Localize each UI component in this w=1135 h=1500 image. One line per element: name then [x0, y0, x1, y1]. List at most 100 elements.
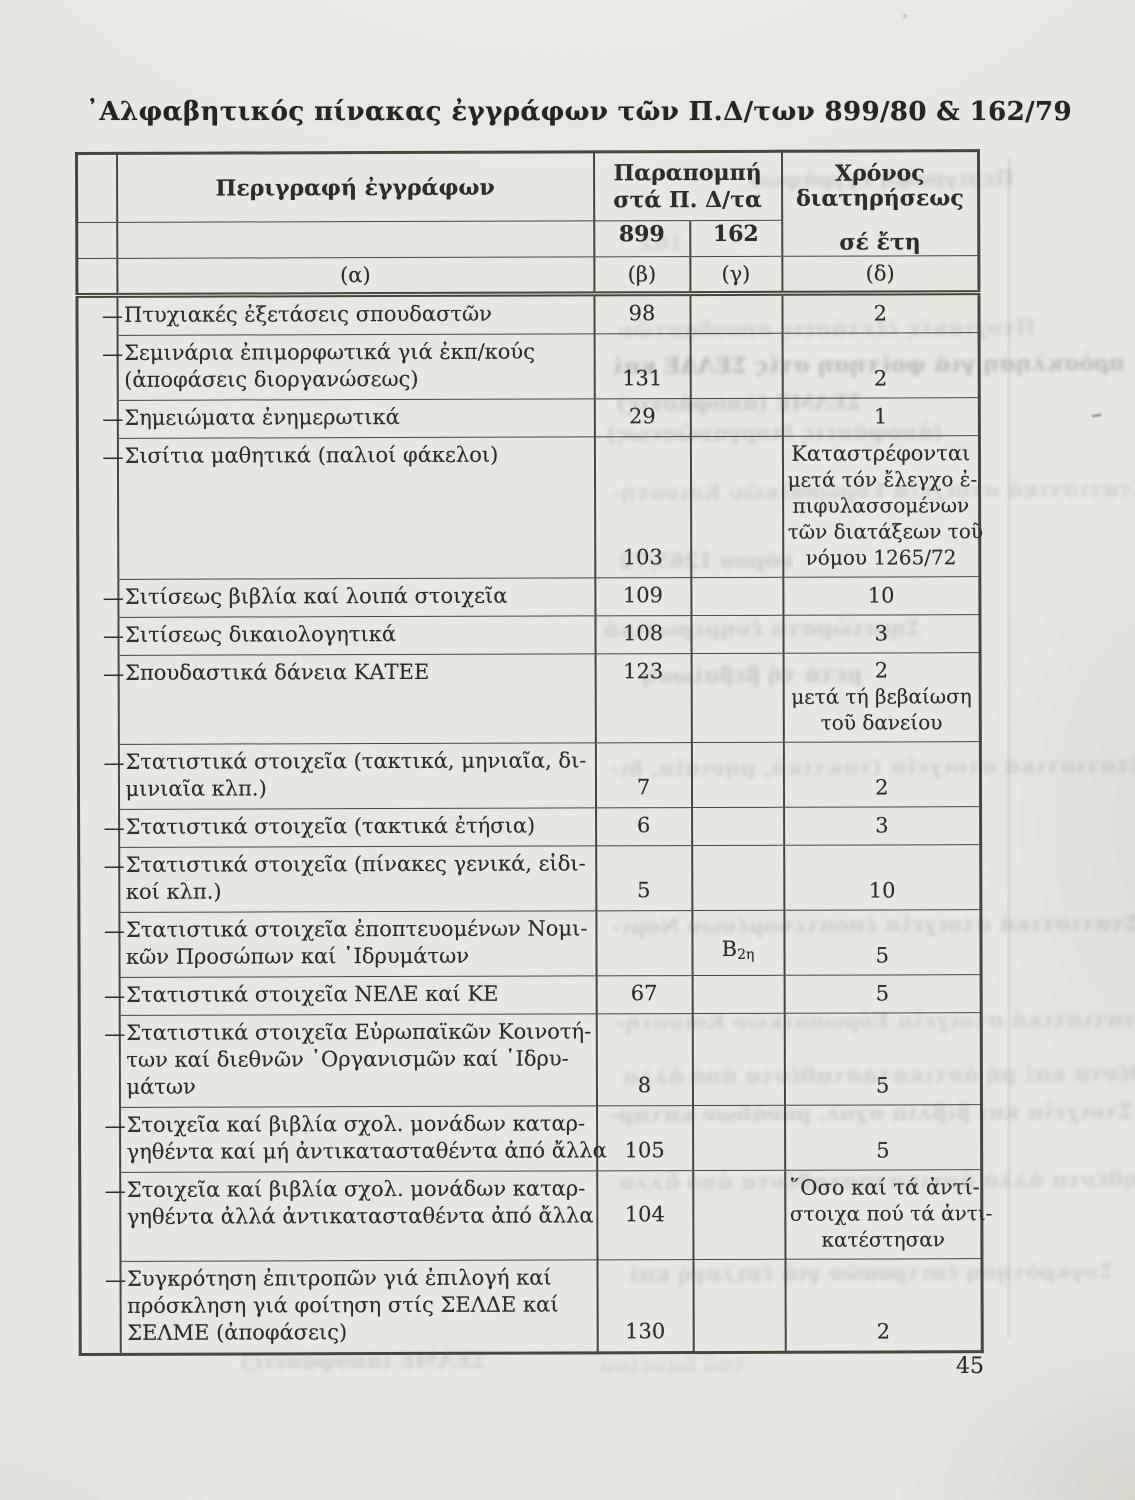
description-line: μινιαῖα κλπ.)	[125, 776, 267, 801]
row-dash-cell: —	[79, 1107, 126, 1173]
description-cell: Στατιστικά στοιχεῖα Εὐρωπαϊκῶν Κοινοτή-τ…	[119, 1013, 597, 1108]
ref-162-subscript: 2η	[737, 946, 755, 963]
description-line: Σημειώματα ἐνημερωτικά	[124, 404, 400, 430]
description-line: Πτυχιακές ἐξετάσεις σπουδαστῶν	[123, 301, 492, 327]
table-row: — Σισίτια μαθητικά (παλιοί φάκελοι) 103 Κατ…	[77, 435, 984, 580]
header-letter-a: (α)	[116, 256, 594, 296]
table-row: — Σημειώματα ἐνημερωτικά 29 1	[77, 397, 980, 439]
retention-cell: 5	[783, 909, 982, 976]
ref-162-cell	[689, 293, 783, 334]
table-row: — Στοιχεῖα καί βιβλία σχολ. μονάδων καταρ…	[79, 1104, 982, 1173]
row-dash-cell: —	[78, 912, 125, 978]
description-cell: Σιτίσεως δικαιολογητικά	[117, 615, 596, 656]
ref-899-cell: 105	[596, 1105, 693, 1171]
speck	[903, 14, 907, 18]
retention-cell: 5	[784, 1012, 982, 1106]
header-dash-cell	[76, 222, 117, 259]
row-dash-cell: —	[77, 617, 124, 656]
retention-line: τῶν διατάξεων τοῦ	[787, 519, 984, 544]
row-dash-cell: —	[79, 1015, 125, 1108]
row-dash-mark: —	[102, 341, 124, 366]
description-line: Στοιχεῖα καί βιβλία σχολ. μονάδων καταρ-	[126, 1176, 586, 1202]
description-line: Στατιστικά στοιχεῖα (τακτικά ἐτήσια)	[125, 813, 536, 839]
header-reference-line1: Παραπομπή	[613, 159, 762, 186]
row-dash-mark: —	[103, 853, 125, 878]
retention-line: τοῦ δανείου	[820, 710, 943, 735]
retention-cell: Καταστρέφονται μετά τόν ἔλεγχο ἐ-πιφυλασσ…	[782, 435, 984, 578]
table-row: — Πτυχιακές ἐξετάσεις σπουδαστῶν 98 2	[76, 292, 980, 336]
retention-cell: 5	[784, 974, 982, 1014]
header-retention-unit: σέ ἔτη	[839, 229, 921, 256]
row-dash-cell: —	[78, 809, 125, 848]
ref-899-cell: 131	[594, 333, 691, 399]
description-line: κῶν Προσώπων καί ῾Ιδρυμάτων	[125, 943, 469, 969]
row-dash-cell: —	[79, 1261, 126, 1355]
bleedthrough-text: τοῦ δανείου	[599, 1351, 747, 1378]
ref-162-cell	[692, 1259, 786, 1353]
retention-line: 10	[868, 878, 896, 903]
header-899: 899	[593, 220, 690, 257]
description-cell: Σπουδαστικά δάνεια ΚΑΤΕΕ	[118, 653, 596, 745]
description-line: Σισίτια μαθητικά (παλιοί φάκελοι)	[124, 442, 499, 468]
table-body: — Πτυχιακές ἐξετάσεις σπουδαστῶν 98 2— Σεμιν…	[76, 292, 992, 1355]
ref-899-cell: 130	[596, 1259, 694, 1353]
speck	[1091, 413, 1102, 418]
row-dash-cell: —	[78, 847, 125, 913]
retention-line: 2	[873, 366, 888, 391]
table-row: — Στοιχεῖα καί βιβλία σχολ. μονάδων καταρ…	[79, 1169, 992, 1262]
retention-line: νόμου 1265/72	[805, 545, 957, 570]
retention-cell: ῞Οσο καί τά ἀντί-στοιχα πού τά ἀντι-κατέ…	[784, 1169, 992, 1260]
row-dash-cell: —	[79, 1172, 126, 1262]
description-cell: Στοιχεῖα καί βιβλία σχολ. μονάδων καταρ-…	[119, 1170, 597, 1262]
table-row: — Στατιστικά στοιχεῖα ΝΕΛΕ καί ΚΕ 67 5	[79, 974, 982, 1016]
description-line: Στατιστικά στοιχεῖα (τακτικά, μηνιαῖα, δ…	[125, 748, 587, 774]
ref-899-cell: 6	[595, 807, 692, 846]
ref-162-cell	[692, 1170, 785, 1260]
ref-899-cell: 98	[593, 293, 691, 334]
description-line: μάτων	[126, 1074, 196, 1099]
description-cell: Συγκρότηση ἐπιτροπῶν γιά ἐπιλογή καί πρόσ…	[119, 1259, 598, 1355]
retention-cell: 2	[782, 332, 980, 399]
retention-cell: 10	[782, 576, 980, 616]
description-line: Σιτίσεως βιβλία καί λοιπά στοιχεῖα	[124, 583, 508, 609]
header-empty-cell	[116, 221, 594, 259]
retention-line: ῞Οσο καί τά ἀντί-	[789, 1175, 980, 1200]
retention-line: 2	[876, 1319, 891, 1344]
description-cell: Πτυχιακές ἐξετάσεις σπουδαστῶν	[116, 293, 595, 336]
retention-line: Καταστρέφονται	[791, 441, 971, 466]
retention-line: 10	[867, 583, 895, 608]
row-dash-mark: —	[102, 444, 124, 469]
ref-899-cell: 108	[594, 615, 692, 654]
retention-cell: 2 μετά τή βεβαίωση τοῦ δανείου	[783, 652, 981, 743]
header-162: 162	[689, 220, 782, 257]
ref-162-cell	[692, 975, 785, 1014]
row-dash-mark: —	[104, 1021, 126, 1046]
description-cell: Στατιστικά στοιχεῖα (πίνακες γενικά, εἰδ…	[118, 845, 596, 913]
description-line: Συγκρότηση ἐπιτροπῶν γιά ἐπιλογή καί	[127, 1265, 552, 1291]
retention-cell: 3	[783, 806, 981, 846]
ref-899-cell: 67	[596, 975, 693, 1014]
retention-cell: 2	[781, 292, 980, 334]
ref-899-cell: 5	[595, 845, 692, 911]
page-title: ᾿Αλφαβητικός πίνακας ἐγγράφων τῶν Π.Δ/τω…	[86, 97, 1072, 127]
table-wrapper: Περιγραφή ἐγγράφων Παραπομπή στά Π. Δ/τα…	[75, 149, 992, 1356]
header-retention-line1: Χρόνος	[834, 160, 925, 187]
header-description: Περιγραφή ἐγγράφων	[116, 151, 594, 223]
description-line: Στατιστικά στοιχεῖα ΝΕΛΕ καί ΚΕ	[126, 981, 499, 1007]
ref-162-cell	[690, 577, 783, 616]
ref-899-cell: 29	[594, 398, 691, 437]
description-cell: Στατιστικά στοιχεῖα (τακτικά, μηνιαῖα, δ…	[118, 742, 596, 810]
retention-line: 5	[875, 1073, 890, 1098]
header-reference: Παραπομπή στά Π. Δ/τα	[593, 151, 782, 222]
ref-162-cell	[690, 615, 784, 654]
description-line: Σπουδαστικά δάνεια ΚΑΤΕΕ	[125, 659, 430, 685]
table-row: — Σιτίσεως βιβλία καί λοιπά στοιχεῖα 109 10	[77, 576, 980, 618]
description-line: ΣΕΛΜΕ (ἀποφάσεις)	[127, 1320, 348, 1345]
ref-899-cell: 103	[594, 436, 691, 578]
table-row: — Στατιστικά στοιχεῖα (τακτικά, μηνιαῖα, …	[78, 741, 981, 810]
bleedthrough-line	[1008, 158, 1010, 1338]
document-table: Περιγραφή ἐγγράφων Παραπομπή στά Π. Δ/τα…	[75, 149, 992, 1356]
header-retention: Χρόνος διατηρήσεως σέ ἔτη	[781, 150, 979, 257]
ref-899-cell	[595, 910, 693, 976]
description-line: των καί διεθνῶν ᾿Οργανισμῶν καί ῾Ιδρυ-	[126, 1046, 569, 1072]
